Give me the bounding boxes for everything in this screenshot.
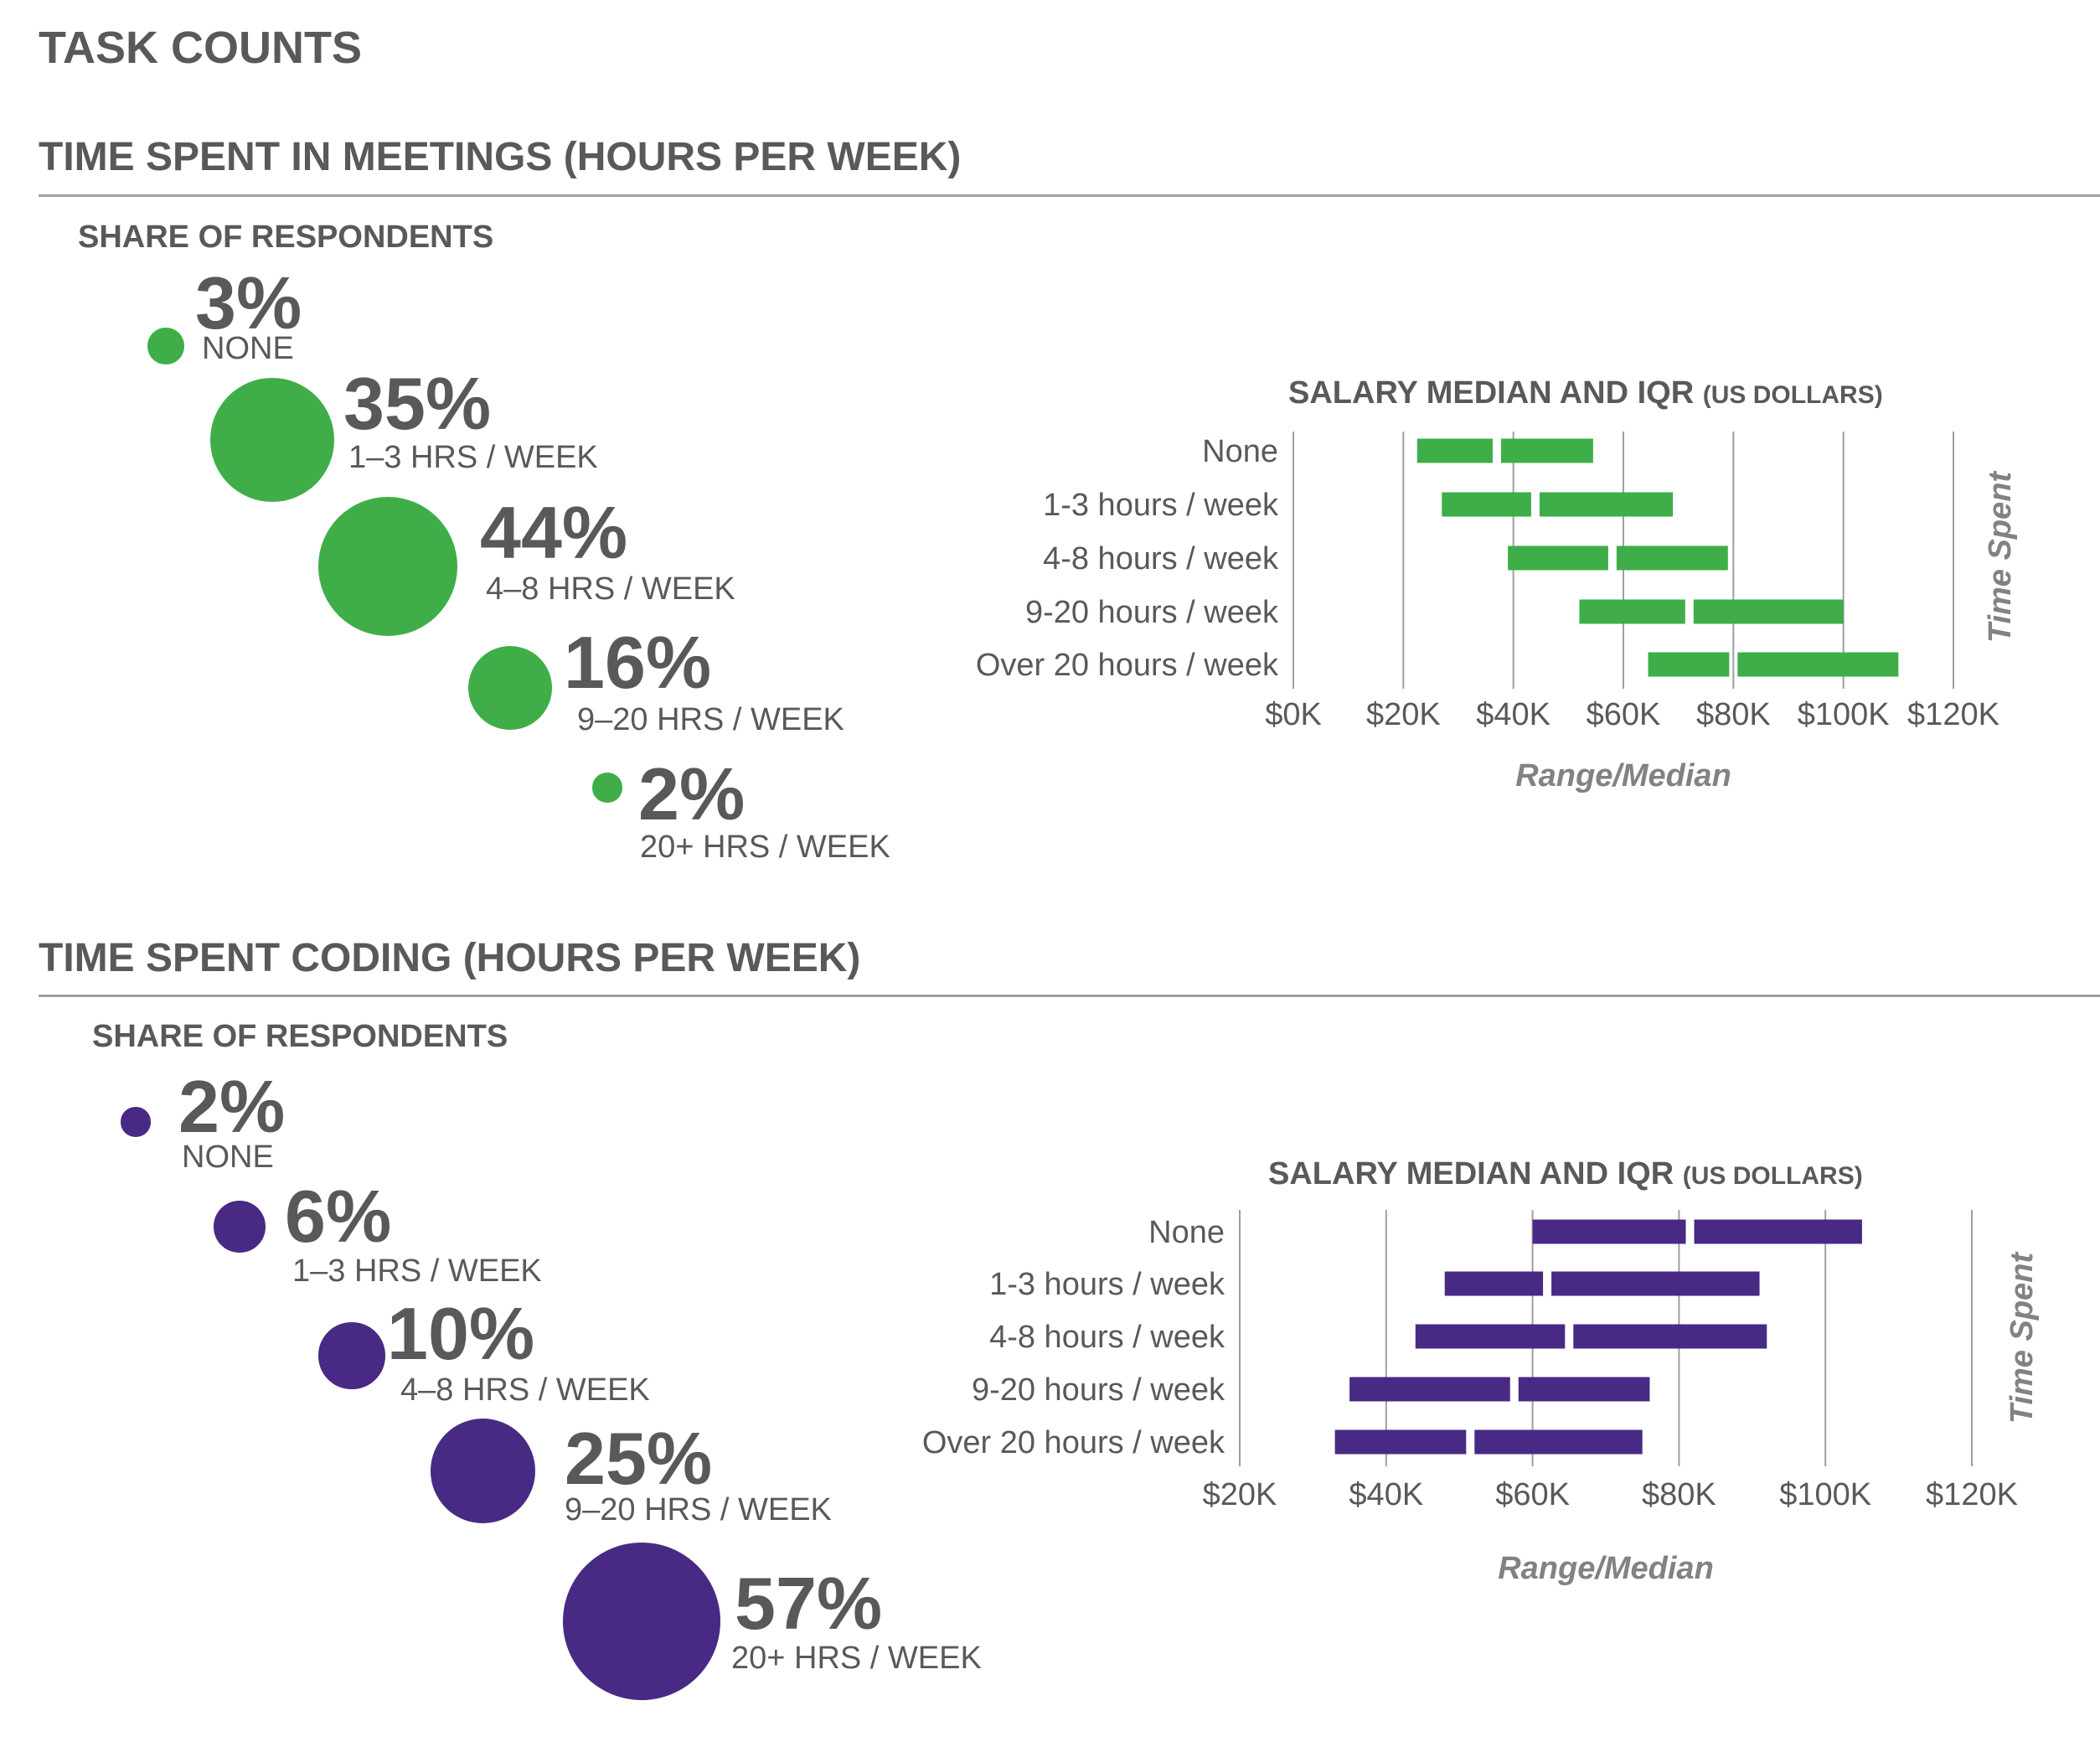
iqr-lower-bar <box>1508 545 1608 571</box>
iqr-lower-bar <box>1349 1377 1510 1402</box>
iqr-upper-bar <box>1500 438 1593 463</box>
iqr-lower-bar <box>1415 1324 1566 1349</box>
share-percent-label: 16% <box>564 621 712 704</box>
x-tick-label: $20K <box>1203 1477 1277 1512</box>
x-tick-label: $80K <box>1696 697 1771 732</box>
share-percent-label: 2% <box>638 752 746 835</box>
coding-salary-chart-title: SALARY MEDIAN AND IQR (US DOLLARS) <box>1268 1156 1863 1192</box>
chart-title-text: SALARY MEDIAN AND IQR <box>1268 1156 1674 1191</box>
chart-title-text: SALARY MEDIAN AND IQR <box>1288 375 1695 411</box>
share-percent-label: 44% <box>480 491 628 574</box>
meetings-divider <box>39 194 2100 197</box>
iqr-lower-bar <box>1648 652 1730 677</box>
x-tick-label: $100K <box>1779 1477 1871 1512</box>
y-category-label: 9-20 hours / week <box>1025 595 1279 630</box>
x-tick-label: $40K <box>1476 697 1550 732</box>
x-tick-label: $60K <box>1495 1477 1570 1512</box>
iqr-lower-bar <box>1416 438 1493 463</box>
page-title: TASK COUNTS <box>39 23 362 73</box>
iqr-lower-bar <box>1444 1271 1544 1296</box>
share-bubble <box>121 1107 151 1137</box>
share-percent-label: 3% <box>195 261 302 344</box>
share-percent-label: 6% <box>285 1175 392 1258</box>
coding-section-title: TIME SPENT CODING (HOURS PER WEEK) <box>39 936 861 980</box>
chart-title-suffix: (US DOLLARS) <box>1682 1162 1863 1190</box>
meetings-salary-chart-title: SALARY MEDIAN AND IQR (US DOLLARS) <box>1288 375 1883 411</box>
share-percent-label: 57% <box>735 1562 883 1645</box>
y-axis-label: Time Spent <box>1983 471 2018 643</box>
x-tick-label: $120K <box>1907 697 1999 732</box>
iqr-upper-bar <box>1573 1324 1767 1349</box>
share-category-label: 1–3 HRS / WEEK <box>348 440 598 475</box>
y-category-label: Over 20 hours / week <box>976 648 1279 683</box>
iqr-upper-bar <box>1737 652 1899 677</box>
x-tick-label: $100K <box>1798 697 1890 732</box>
share-category-label: 4–8 HRS / WEEK <box>486 571 735 607</box>
iqr-upper-bar <box>1518 1377 1650 1402</box>
share-category-label: 4–8 HRS / WEEK <box>400 1372 650 1408</box>
coding-salary-chart: $20K $40K $60K $80K $100K $120K None 1-3 hours … <box>922 1210 2040 1586</box>
iqr-lower-bar <box>1532 1219 1686 1244</box>
share-bubble <box>468 646 552 730</box>
x-tick-label: $20K <box>1366 697 1441 732</box>
y-category-label: Over 20 hours / week <box>922 1425 1225 1460</box>
y-category-label: 1-3 hours / week <box>1043 488 1279 523</box>
meetings-bubble-chart: 3% NONE 35% 1–3 HRS / WEEK 44% 4–8 HRS / WEEK… <box>0 0 963 1747</box>
coding-bubble-chart: 2% NONE 6% 1–3 HRS / WEEK 10% 4–8 HRS / WEEK 2… <box>0 0 982 1747</box>
share-category-label: 1–3 HRS / WEEK <box>292 1253 542 1289</box>
y-category-label: 4-8 hours / week <box>1043 541 1279 576</box>
x-tick-label: $0K <box>1265 697 1322 732</box>
share-percent-label: 10% <box>387 1292 535 1375</box>
share-category-label: 9–20 HRS / WEEK <box>565 1492 832 1527</box>
y-category-label: None <box>1148 1215 1225 1250</box>
iqr-upper-bar <box>1616 545 1728 571</box>
iqr-lower-bar <box>1334 1429 1467 1455</box>
share-category-label: 20+ HRS / WEEK <box>640 830 890 865</box>
y-axis-label: Time Spent <box>2005 1252 2040 1424</box>
share-percent-label: 35% <box>343 362 492 445</box>
share-bubble <box>210 378 334 502</box>
meetings-salary-chart: $0K $20K $40K $60K $80K $100K $120K None 1-3 hou… <box>976 432 2018 793</box>
x-axis-label: Range/Median <box>1498 1551 1714 1586</box>
share-bubble <box>318 1322 385 1389</box>
y-category-label: None <box>1202 434 1278 469</box>
share-bubble <box>592 773 622 803</box>
x-tick-label: $60K <box>1587 697 1661 732</box>
share-bubble <box>562 1542 721 1701</box>
iqr-upper-bar <box>1693 599 1844 624</box>
iqr-lower-bar <box>1442 492 1531 517</box>
share-bubble <box>318 497 457 636</box>
chart-title-suffix: (US DOLLARS) <box>1702 381 1883 409</box>
x-tick-label: $40K <box>1349 1477 1423 1512</box>
iqr-upper-bar <box>1551 1271 1760 1296</box>
y-category-label: 9-20 hours / week <box>972 1372 1225 1408</box>
share-percent-label: 25% <box>565 1417 713 1500</box>
meetings-share-label: SHARE OF RESPONDENTS <box>78 220 494 255</box>
share-percent-label: 2% <box>178 1065 286 1148</box>
y-category-label: 1-3 hours / week <box>989 1267 1225 1302</box>
share-bubble <box>147 328 184 364</box>
iqr-lower-bar <box>1579 599 1685 624</box>
iqr-upper-bar <box>1539 492 1674 517</box>
coding-divider <box>39 995 2100 997</box>
iqr-upper-bar <box>1474 1429 1643 1455</box>
share-category-label: NONE <box>202 331 294 366</box>
share-category-label: NONE <box>182 1140 274 1175</box>
share-bubble <box>214 1201 266 1253</box>
coding-share-label: SHARE OF RESPONDENTS <box>92 1019 508 1054</box>
share-category-label: 9–20 HRS / WEEK <box>577 702 844 737</box>
x-axis-label: Range/Median <box>1515 758 1731 793</box>
meetings-section-title: TIME SPENT IN MEETINGS (HOURS PER WEEK) <box>39 135 962 179</box>
iqr-upper-bar <box>1694 1219 1862 1244</box>
y-category-label: 4-8 hours / week <box>989 1320 1225 1355</box>
x-tick-label: $80K <box>1642 1477 1716 1512</box>
x-tick-label: $120K <box>1926 1477 2018 1512</box>
share-bubble <box>430 1418 535 1523</box>
share-category-label: 20+ HRS / WEEK <box>731 1641 982 1676</box>
